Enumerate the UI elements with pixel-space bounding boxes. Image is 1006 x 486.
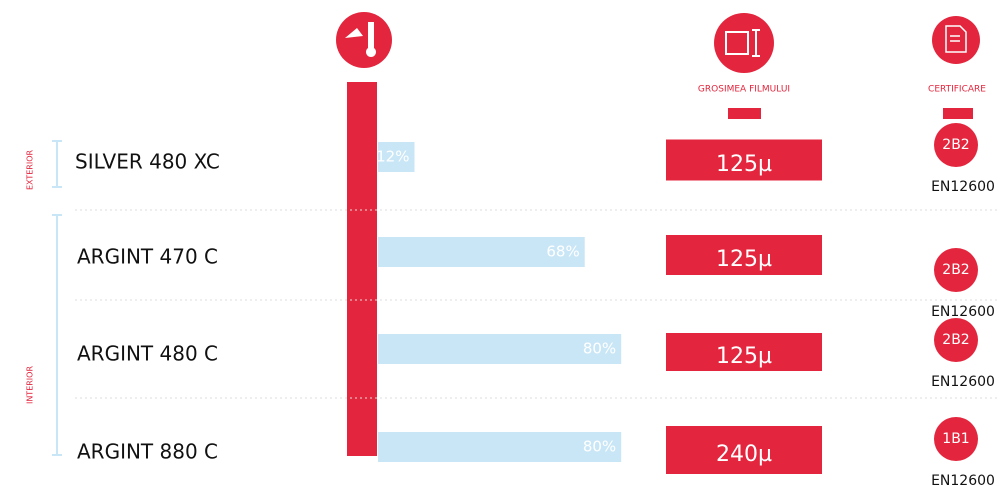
cert-standard: EN12600 xyxy=(931,179,995,195)
icon-glyph xyxy=(345,22,376,57)
thickness-box xyxy=(666,333,822,371)
icon-glyph xyxy=(725,29,760,57)
thickness-box xyxy=(666,139,822,181)
percent-label: 12% xyxy=(376,148,409,166)
percent-label: 80% xyxy=(583,340,616,358)
product-name: ARGINT 480 C xyxy=(77,342,218,366)
thickness-label: 125µ xyxy=(716,152,772,177)
percent-label: 80% xyxy=(583,438,616,456)
cert-class: 1B1 xyxy=(942,431,969,447)
cert-badge xyxy=(934,318,978,362)
cert-class: 2B2 xyxy=(942,137,969,153)
cert-badge xyxy=(934,248,978,292)
header-marker xyxy=(728,108,761,119)
cert-badge xyxy=(934,123,978,167)
percent-bar xyxy=(378,334,622,364)
header: GROSIMEA FILMULUI xyxy=(698,85,790,95)
cert-class: 2B2 xyxy=(942,332,969,348)
zone-label: EXTERIOR xyxy=(26,150,35,191)
thickness-label: 240µ xyxy=(716,442,772,467)
thickness-icon xyxy=(714,13,774,73)
thickness-label: 125µ xyxy=(716,344,772,369)
thickness-box xyxy=(666,235,822,275)
thickness-box xyxy=(666,426,822,474)
cert-standard: EN12600 xyxy=(931,374,995,390)
thickness-label: 125µ xyxy=(716,247,772,272)
cert-standard: EN12600 xyxy=(931,473,995,486)
header-marker xyxy=(943,108,973,119)
certificate-icon xyxy=(932,16,980,64)
zone-bracket xyxy=(52,214,62,456)
axis-bar xyxy=(347,82,377,456)
percent-bar xyxy=(378,432,622,462)
product-name: ARGINT 880 C xyxy=(77,440,218,464)
product-name: ARGINT 470 C xyxy=(77,245,218,269)
separators xyxy=(75,209,1000,399)
percent-bar xyxy=(378,237,585,267)
icon-glyph xyxy=(945,25,967,53)
header: CERTIFICARE xyxy=(928,85,986,95)
temperature-icon xyxy=(336,12,392,68)
zone-bracket xyxy=(52,140,62,188)
cert-badge xyxy=(934,417,978,461)
product-name: SILVER 480 XC xyxy=(75,150,220,174)
percent-label: 68% xyxy=(546,243,579,261)
cert-standard: EN12600 xyxy=(931,304,995,320)
cert-class: 2B2 xyxy=(942,262,969,278)
percent-bar xyxy=(378,142,415,172)
zone-label: INTERIOR xyxy=(26,366,35,405)
